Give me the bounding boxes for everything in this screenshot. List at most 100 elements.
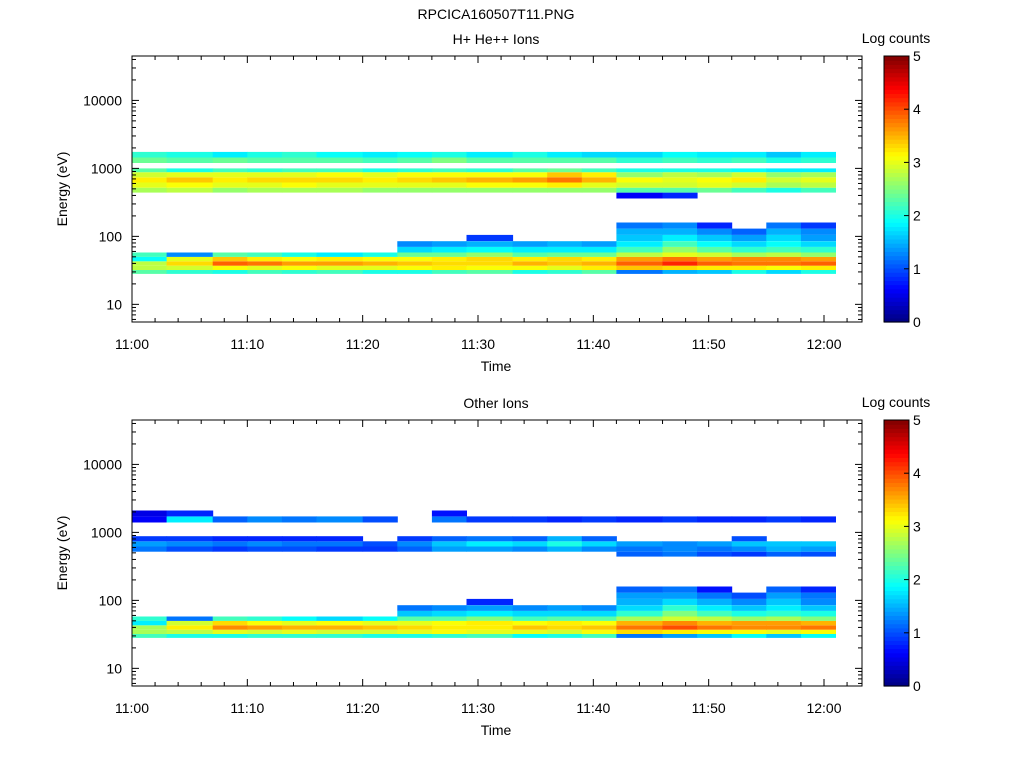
- colorbar-tick-label: 4: [913, 465, 921, 481]
- heatmap-cell: [466, 234, 514, 242]
- heatmap-cell: [616, 546, 663, 552]
- heatmap-cell: [512, 546, 548, 552]
- heatmap-cell: [512, 261, 548, 266]
- heatmap-cell: [316, 157, 364, 163]
- heatmap-cell: [547, 172, 583, 178]
- heatmap-cell: [166, 270, 214, 274]
- colorbar-step: [884, 482, 909, 488]
- heatmap-cell: [766, 228, 802, 235]
- heatmap-cell: [800, 168, 836, 173]
- colorbar-step: [884, 627, 909, 633]
- heatmap-cell: [466, 246, 514, 253]
- heatmap-cell: [466, 151, 514, 158]
- heatmap-cell: [212, 546, 248, 552]
- heatmap-cell: [362, 634, 398, 638]
- colorbar-step: [884, 602, 909, 608]
- colorbar-tick-label: 2: [913, 208, 921, 224]
- heatmap-cell: [766, 634, 802, 638]
- colorbar-step: [884, 490, 909, 496]
- heatmap-cell: [316, 252, 364, 257]
- heatmap-cell: [466, 182, 514, 188]
- heatmap-cell: [397, 151, 433, 158]
- heatmap-cell: [281, 187, 317, 193]
- heatmap-cell: [431, 270, 467, 274]
- heatmap-cell: [466, 605, 514, 611]
- colorbar-step: [884, 251, 909, 257]
- heatmap-cell: [512, 620, 548, 626]
- heatmap-cell: [362, 546, 398, 552]
- heatmap-cell: [431, 151, 467, 158]
- heatmap-cell: [512, 246, 548, 253]
- heatmap-cell: [766, 261, 802, 266]
- x-tick-label: 11:40: [576, 700, 610, 716]
- heatmap-cell: [731, 241, 767, 247]
- heatmap-cell: [731, 172, 767, 178]
- heatmap-cell: [547, 261, 583, 266]
- colorbar-step: [884, 611, 909, 616]
- heatmap-cell: [547, 151, 583, 158]
- heatmap-cell: [731, 151, 767, 158]
- heatmap-cell: [397, 157, 433, 163]
- heatmap-cell: [800, 182, 836, 188]
- heatmap-cell: [581, 256, 617, 262]
- heatmap-cell: [581, 536, 617, 542]
- heatmap-cell: [766, 541, 802, 547]
- colorbar-tick-label: 0: [913, 314, 921, 330]
- colorbar-step: [884, 449, 909, 454]
- heatmap-cell: [581, 546, 617, 552]
- heatmap-cell: [697, 610, 733, 617]
- heatmap-cell: [766, 187, 802, 193]
- heatmap-cell: [766, 551, 802, 557]
- heatmap-cell: [132, 157, 168, 163]
- heatmap-cell: [397, 252, 433, 257]
- heatmap-cell: [431, 620, 467, 626]
- heatmap-cell: [547, 625, 583, 630]
- heatmap-cell: [731, 265, 767, 270]
- heatmap-cell: [581, 177, 617, 183]
- heatmap-cell: [362, 516, 398, 523]
- colorbar-step: [884, 577, 909, 583]
- heatmap-cell: [466, 270, 514, 274]
- heatmap-cell: [697, 241, 733, 247]
- heatmap-cell: [581, 168, 617, 173]
- x-tick-label: 11:30: [461, 700, 495, 716]
- heatmap-cell: [212, 634, 248, 638]
- heatmap-cell: [766, 592, 802, 599]
- heatmap-cell: [397, 187, 433, 193]
- heatmap-cell: [132, 620, 168, 626]
- colorbar-step: [884, 172, 909, 178]
- heatmap-cell: [431, 629, 467, 634]
- heatmap-cell: [132, 546, 168, 552]
- colorbar-step: [884, 64, 909, 70]
- heatmap-cell: [247, 172, 283, 178]
- heatmap-cell: [512, 187, 548, 193]
- colorbar-step: [884, 89, 909, 95]
- colorbar-step: [884, 636, 909, 641]
- heatmap-cell: [766, 265, 802, 270]
- heatmap-cell: [800, 629, 836, 634]
- heatmap-cell: [731, 256, 767, 262]
- heatmap-cell: [512, 241, 548, 247]
- heatmap-cell: [662, 270, 698, 274]
- y-tick-label: 100: [99, 592, 123, 608]
- heatmap-cell: [662, 172, 698, 178]
- colorbar-step: [884, 305, 909, 311]
- colorbar-step: [884, 598, 909, 604]
- heatmap-cell: [247, 182, 283, 188]
- heatmap-cell: [166, 629, 214, 634]
- heatmap-cell: [431, 252, 467, 257]
- colorbar-step: [884, 130, 909, 136]
- x-tick-label: 11:40: [576, 336, 610, 352]
- heatmap-cell: [132, 510, 168, 517]
- colorbar-step: [884, 440, 909, 446]
- heatmap-cell: [316, 541, 364, 547]
- heatmap-cell: [662, 516, 698, 523]
- colorbar-step: [884, 594, 909, 600]
- colorbar-step: [884, 189, 909, 194]
- heatmap-cell: [397, 241, 433, 247]
- colorbar-step: [884, 176, 909, 182]
- colorbar-step: [884, 297, 909, 302]
- heatmap-cell: [431, 187, 467, 193]
- heatmap-cell: [397, 177, 433, 183]
- heatmap-cell: [166, 256, 214, 262]
